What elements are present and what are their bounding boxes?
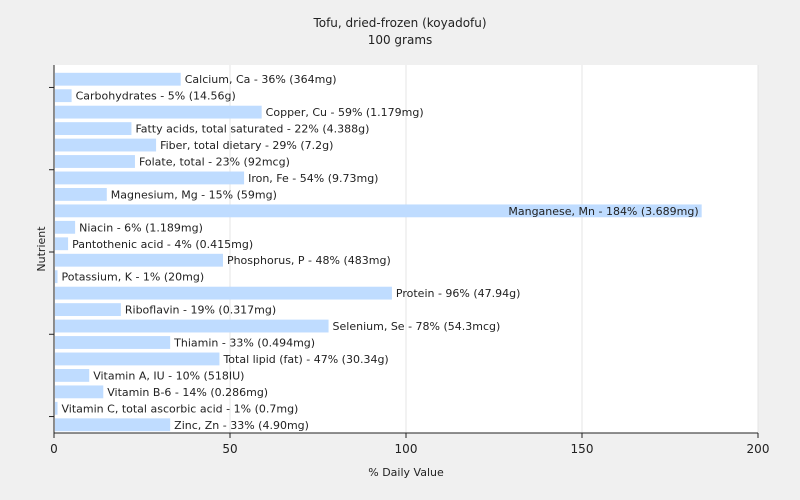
bar-label: Fiber, total dietary - 29% (7.2g) [160,139,333,152]
bar-7 [55,187,107,201]
bar-label: Folate, total - 23% (92mcg) [139,156,290,169]
bar-9 [55,220,76,234]
bar-16 [55,336,171,349]
bar-6 [55,171,245,185]
bar-label: Vitamin A, IU - 10% (518IU) [93,369,244,382]
bar-17 [55,352,220,366]
x-tick-label: 50 [222,442,237,456]
bar-21 [55,418,171,432]
bar-label: Phosphorus, P - 48% (483mg) [227,254,391,267]
bar-10 [55,237,69,251]
grid-lines [229,65,759,433]
bar-label: Calcium, Ca - 36% (364mg) [185,73,337,86]
bar-label: Copper, Cu - 59% (1.179mg) [266,106,424,119]
bar-14 [55,303,121,317]
x-tick-label: 100 [395,442,418,456]
bar-label: Thiamin - 33% (0.494mg) [173,337,315,350]
bar-label: Iron, Fe - 54% (9.73mg) [248,172,378,185]
bar-15 [55,319,329,333]
bar-label: Manganese, Mn - 184% (3.689mg) [508,205,698,218]
x-tick-label: 200 [747,442,770,456]
x-ticks: 0 50 100 150 200 [50,433,769,456]
bar-4 [55,138,157,152]
bar-label: Vitamin B-6 - 14% (0.286mg) [107,386,268,399]
bar-20 [55,401,58,415]
bar-label: Niacin - 6% (1.189mg) [79,221,203,234]
bar-label: Selenium, Se - 78% (54.3mcg) [333,320,501,333]
bar-11 [55,253,223,267]
x-tick-label: 150 [571,442,594,456]
y-axis-title: Nutrient [35,226,48,272]
bar-18 [55,368,90,382]
bar-1 [55,89,72,103]
chart-subtitle: 100 grams [368,33,433,47]
bar-13 [55,286,392,300]
bar-label: Magnesium, Mg - 15% (59mg) [111,188,277,201]
bar-label: Carbohydrates - 5% (14.56g) [76,90,236,103]
bar-label: Total lipid (fat) - 47% (30.34g) [222,353,388,366]
bar-label: Protein - 96% (47.94g) [396,287,521,300]
bars: Calcium, Ca - 36% (364mg) Carbohydrates -… [55,72,702,432]
bar-12 [55,270,58,284]
bar-5 [55,155,135,168]
bar-0 [55,72,181,86]
chart-title: Tofu, dried-frozen (koyadofu) [312,16,486,30]
bar-label: Potassium, K - 1% (20mg) [62,271,205,284]
bar-label: Fatty acids, total saturated - 22% (4.38… [135,123,369,136]
bar-2 [55,105,262,119]
bar-label: Zinc, Zn - 33% (4.90mg) [174,419,309,432]
bar-8 [55,204,702,218]
bar-label: Pantothenic acid - 4% (0.415mg) [72,238,253,251]
x-axis-title: % Daily Value [368,466,444,479]
bar-label: Riboflavin - 19% (0.317mg) [125,304,276,317]
x-tick-label: 0 [50,442,58,456]
bar-3 [55,122,132,136]
bar-label: Vitamin C, total ascorbic acid - 1% (0.7… [62,402,299,415]
bar-19 [55,385,104,399]
